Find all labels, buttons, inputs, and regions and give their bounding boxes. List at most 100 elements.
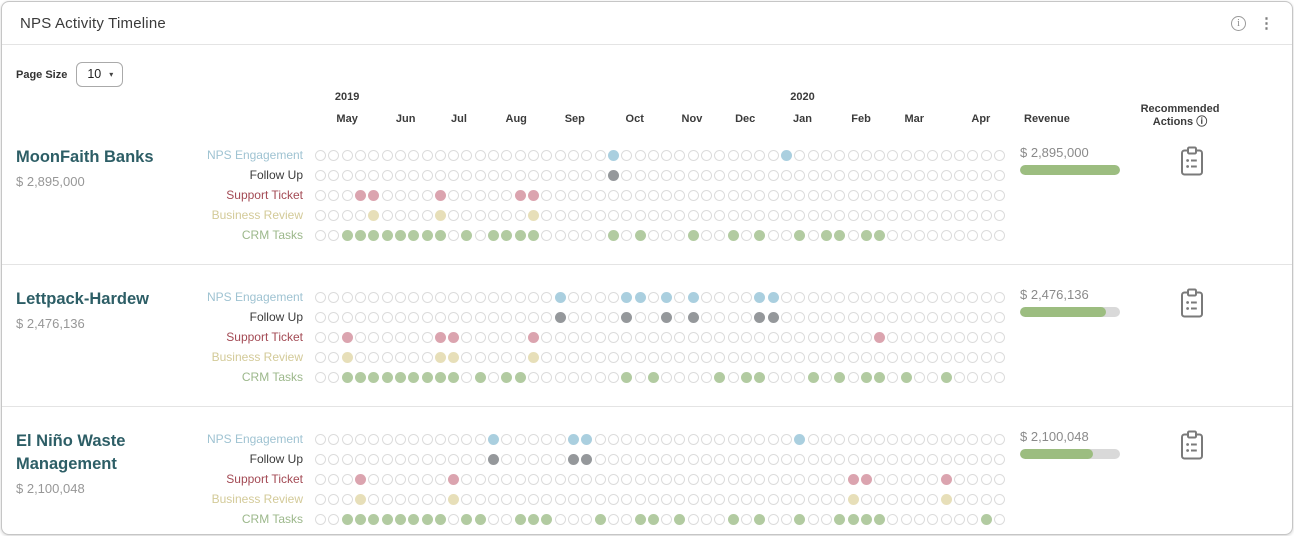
activity-dot-filled[interactable] [980,513,992,525]
activity-dot-filled[interactable] [421,513,433,525]
activity-dot-filled[interactable] [554,311,566,323]
activity-dot-filled[interactable] [354,189,366,201]
activity-dot-filled[interactable] [448,331,460,343]
activity-dot-filled[interactable] [488,433,500,445]
activity-dot-filled[interactable] [434,513,446,525]
activity-dot-filled[interactable] [647,371,659,383]
activity-dot-filled[interactable] [528,351,539,363]
activity-dot-filled[interactable] [754,229,766,241]
activity-dot-filled[interactable] [714,371,726,383]
activity-dot-filled[interactable] [541,513,553,525]
activity-dot-filled[interactable] [341,331,353,343]
activity-dot-filled[interactable] [434,209,446,221]
activity-dot-filled[interactable] [474,371,486,383]
activity-dot-filled[interactable] [341,229,353,241]
activity-dot-filled[interactable] [581,453,593,465]
activity-dot-filled[interactable] [354,493,366,505]
activity-dot-filled[interactable] [594,513,606,525]
activity-dot-filled[interactable] [448,371,460,383]
activity-dot-filled[interactable] [847,473,859,485]
activity-dot-filled[interactable] [621,311,633,323]
activity-dot-filled[interactable] [528,209,539,221]
activity-dot-filled[interactable] [687,291,699,303]
activity-dot-filled[interactable] [794,229,806,241]
activity-dot-filled[interactable] [514,513,526,525]
activity-dot-filled[interactable] [368,371,380,383]
activity-dot-filled[interactable] [381,513,393,525]
activity-dot-filled[interactable] [754,513,766,525]
activity-dot-filled[interactable] [581,433,593,445]
activity-dot-filled[interactable] [354,513,366,525]
activity-dot-filled[interactable] [448,493,460,505]
actions-info-icon[interactable]: ⓘ [1196,116,1208,128]
activity-dot-filled[interactable] [860,229,872,241]
activity-dot-filled[interactable] [368,189,380,201]
recommended-actions-clipboard-icon[interactable] [1180,430,1204,466]
activity-dot-filled[interactable] [368,513,380,525]
activity-dot-filled[interactable] [874,229,886,241]
activity-dot-filled[interactable] [900,371,912,383]
activity-dot-filled[interactable] [554,291,566,303]
activity-dot-filled[interactable] [634,291,646,303]
activity-dot-filled[interactable] [674,513,686,525]
activity-dot-filled[interactable] [341,513,353,525]
activity-dot-filled[interactable] [661,291,673,303]
activity-dot-filled[interactable] [767,291,779,303]
activity-dot-filled[interactable] [647,513,659,525]
activity-dot-filled[interactable] [847,493,859,505]
activity-dot-filled[interactable] [874,371,886,383]
activity-dot-filled[interactable] [528,331,539,343]
activity-dot-filled[interactable] [754,371,766,383]
activity-dot-filled[interactable] [834,513,846,525]
activity-dot-filled[interactable] [488,229,500,241]
activity-dot-filled[interactable] [474,513,486,525]
activity-dot-filled[interactable] [341,371,353,383]
activity-dot-filled[interactable] [394,371,406,383]
activity-dot-filled[interactable] [421,229,433,241]
activity-dot-filled[interactable] [408,513,420,525]
activity-dot-filled[interactable] [528,229,539,241]
activity-dot-filled[interactable] [567,453,579,465]
activity-dot-filled[interactable] [940,371,952,383]
recommended-actions-clipboard-icon[interactable] [1180,288,1204,324]
activity-dot-filled[interactable] [780,149,792,161]
activity-dot-filled[interactable] [368,209,380,221]
activity-dot-filled[interactable] [634,513,646,525]
activity-dot-filled[interactable] [448,473,460,485]
activity-dot-filled[interactable] [354,229,366,241]
activity-dot-filled[interactable] [741,371,752,383]
activity-dot-filled[interactable] [514,229,526,241]
activity-dot-filled[interactable] [834,229,846,241]
activity-dot-filled[interactable] [860,371,872,383]
activity-dot-filled[interactable] [607,229,619,241]
activity-dot-filled[interactable] [394,513,406,525]
activity-dot-filled[interactable] [434,351,446,363]
info-icon[interactable]: i [1231,15,1246,31]
activity-dot-filled[interactable] [820,229,832,241]
activity-dot-filled[interactable] [834,371,846,383]
activity-dot-filled[interactable] [874,513,886,525]
activity-dot-filled[interactable] [368,229,380,241]
activity-dot-filled[interactable] [394,229,406,241]
activity-dot-filled[interactable] [461,229,473,241]
activity-dot-filled[interactable] [381,229,393,241]
activity-dot-filled[interactable] [874,331,886,343]
activity-dot-filled[interactable] [528,189,539,201]
activity-dot-filled[interactable] [528,513,539,525]
activity-dot-filled[interactable] [940,473,952,485]
activity-dot-filled[interactable] [501,371,513,383]
activity-dot-filled[interactable] [514,371,526,383]
activity-dot-filled[interactable] [687,229,699,241]
activity-dot-filled[interactable] [754,291,766,303]
activity-dot-filled[interactable] [501,229,513,241]
activity-dot-filled[interactable] [727,513,739,525]
activity-dot-filled[interactable] [381,371,393,383]
activity-dot-filled[interactable] [754,311,766,323]
activity-dot-filled[interactable] [354,473,366,485]
activity-dot-filled[interactable] [341,351,353,363]
kebab-menu-icon[interactable]: ⋮ [1259,14,1274,32]
activity-dot-filled[interactable] [567,433,579,445]
activity-dot-filled[interactable] [448,351,460,363]
activity-dot-filled[interactable] [687,311,699,323]
activity-dot-filled[interactable] [434,229,446,241]
